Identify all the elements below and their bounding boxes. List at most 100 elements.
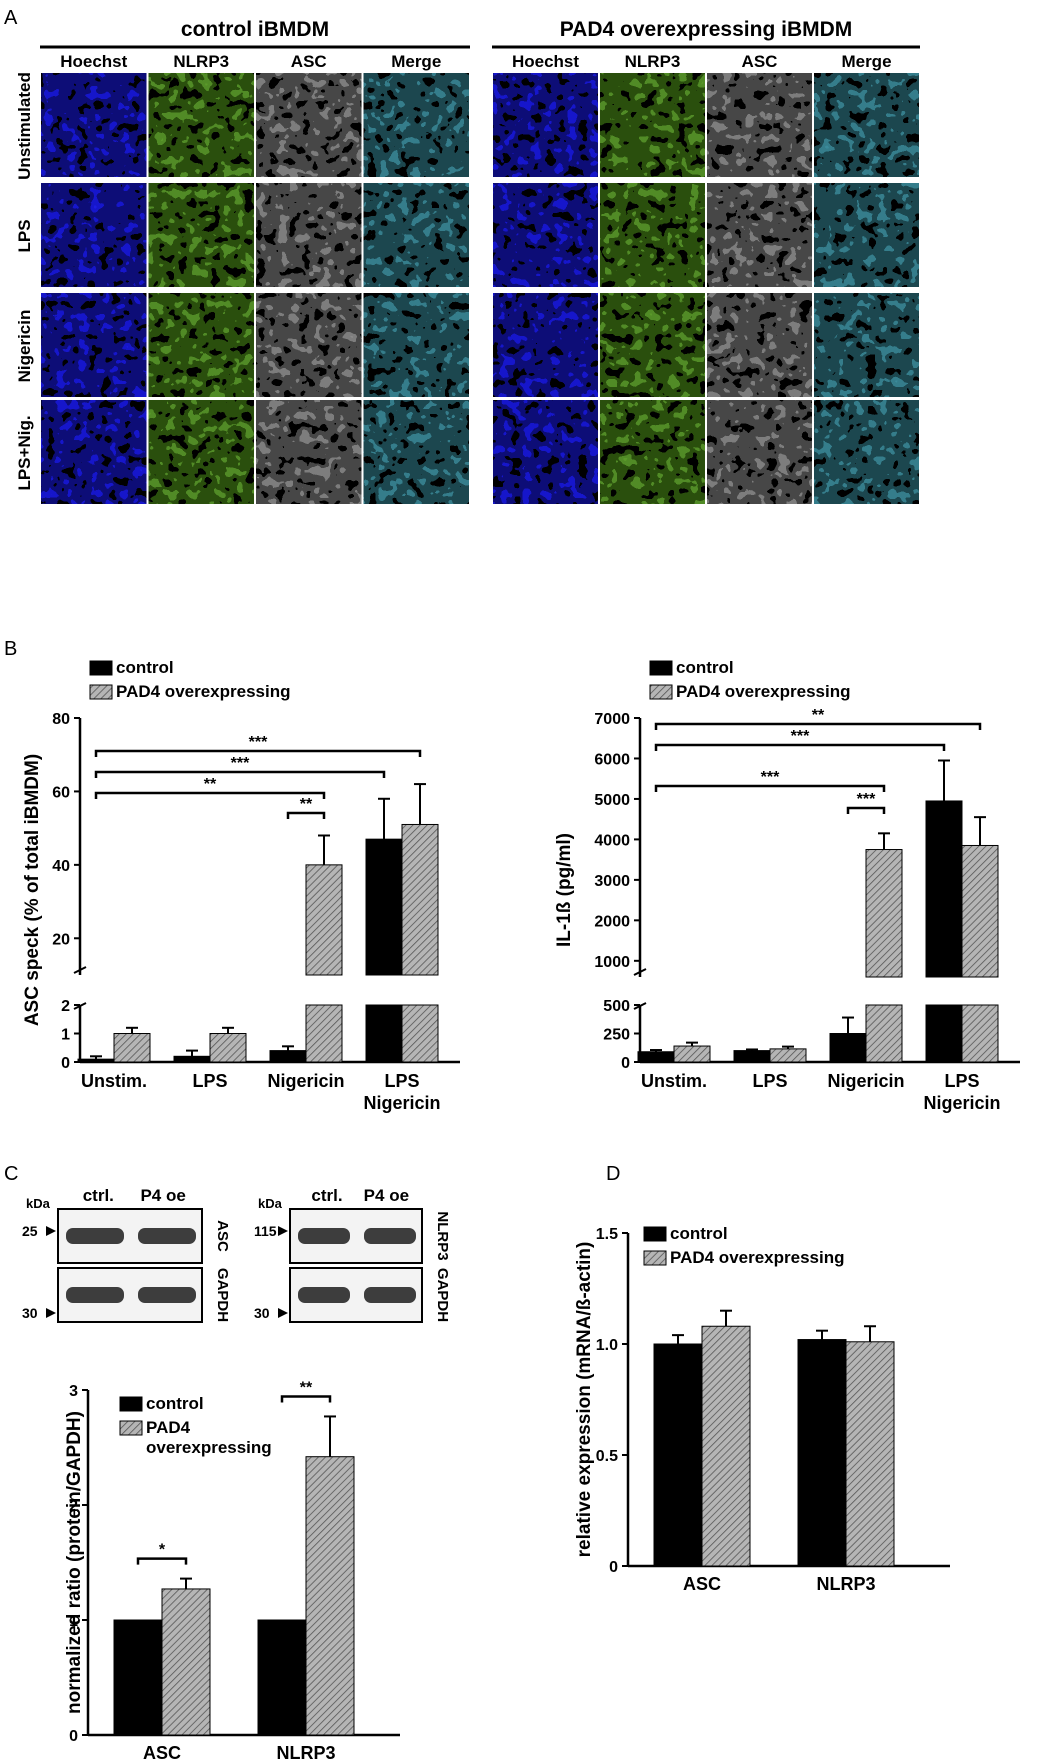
legend-label: PAD4 (146, 1418, 191, 1437)
bar-break-gap (865, 978, 903, 1004)
category-label: Unstim. (641, 1071, 707, 1091)
significance-label: *** (761, 769, 780, 786)
blot-band (364, 1228, 416, 1244)
row-label: LPS (15, 219, 34, 252)
significance-bracket (286, 811, 326, 819)
significance-bracket (94, 791, 326, 799)
marker-label: 30 (22, 1305, 38, 1321)
legend-swatch (649, 660, 673, 676)
micrograph-tile (814, 293, 919, 397)
legend-label: overexpressing (146, 1438, 272, 1457)
category-label: LPS (384, 1071, 419, 1091)
significance-bracket (136, 1557, 188, 1565)
blot-band (138, 1287, 196, 1303)
micrograph-tile (363, 293, 469, 397)
bar-PAD4 overexpressing (401, 1004, 439, 1063)
y-axis-label: normalized ratio (protein/GAPDH) (64, 1411, 85, 1714)
row-label: Unstimulated (15, 72, 34, 180)
column-label: ASC (742, 52, 778, 71)
chart-B-right: control PAD4 overexpressing 1000 2000 3000 40… (554, 658, 1020, 1113)
column-label: Merge (841, 52, 891, 71)
western-blots: kDa ctrl. P4 oe ASC GAPDH 25 30 kDa ctrl. P4 oe NL… (22, 1186, 451, 1323)
blot-band (66, 1228, 124, 1244)
group-0: control iBMDM Hoechst NLRP3 ASC Merge (40, 18, 470, 504)
category-label: NLRP3 (276, 1743, 335, 1759)
significance-bracket (654, 743, 946, 751)
y-tick-label: 1.5 (596, 1226, 618, 1243)
significance-bracket (654, 722, 982, 730)
significance-bracket (94, 749, 422, 757)
panel-b-letter: B (4, 638, 17, 660)
category-label: ASC (143, 1743, 181, 1759)
legend-label: control (146, 1394, 204, 1413)
significance-bracket (654, 784, 886, 792)
category-label: ASC (683, 1574, 721, 1594)
micrograph-tile (814, 400, 919, 504)
legend-swatch (119, 1396, 143, 1412)
micrograph-tile (600, 73, 705, 177)
group-title: PAD4 overexpressing iBMDM (560, 18, 853, 41)
bar-PAD4 overexpressing (161, 1588, 211, 1736)
micrograph-tile (493, 293, 598, 397)
micrograph-tile (493, 400, 598, 504)
bar-control (925, 800, 963, 978)
significance-label: *** (249, 734, 268, 751)
micrograph-tile (707, 73, 812, 177)
bar-control (77, 1058, 115, 1063)
significance-label: * (159, 1542, 166, 1559)
micrograph-tile (256, 183, 362, 287)
bar-break-gap (961, 978, 999, 1004)
bar-PAD4 overexpressing (961, 1004, 999, 1063)
bar-PAD4 overexpressing (401, 823, 439, 976)
y-axis-label: relative expression (mRNA/ß-actin) (574, 1242, 595, 1558)
legend-swatch (119, 1420, 143, 1436)
marker-label: 30 (254, 1305, 270, 1321)
marker-label: 25 (22, 1223, 38, 1239)
legend-swatch (643, 1250, 667, 1266)
blot-band (138, 1228, 196, 1244)
significance-label: ** (204, 776, 217, 793)
lane-label: P4 oe (140, 1186, 185, 1205)
blot-band (66, 1287, 124, 1303)
micrograph-tile (148, 293, 254, 397)
y-tick-label: 0 (69, 1728, 78, 1745)
micrograph-tile (493, 183, 598, 287)
y-tick-label: 1.0 (596, 1337, 618, 1354)
micrograph-tile (148, 183, 254, 287)
row-label: Nigericin (15, 310, 34, 383)
category-label: LPS (944, 1071, 979, 1091)
bar-control (829, 1033, 867, 1063)
micrograph-tile (41, 293, 147, 397)
bar-control (257, 1619, 307, 1736)
marker-arrow (278, 1226, 288, 1236)
bar-break-gap (305, 976, 343, 1004)
chart-B-left: control PAD4 overexpressing 20 40 60 80 0 1 2 ASC… (22, 658, 460, 1113)
legend-label: PAD4 overexpressing (116, 682, 290, 701)
blot-band (298, 1287, 350, 1303)
legend-label: control (670, 1224, 728, 1243)
significance-label: ** (812, 707, 825, 724)
bar-control (637, 1051, 675, 1063)
micrograph-tile (256, 400, 362, 504)
bar-PAD4 overexpressing (845, 1341, 895, 1567)
bar-control (173, 1055, 211, 1063)
significance-bracket (846, 806, 886, 814)
category-label: Nigericin (267, 1071, 344, 1091)
column-label: NLRP3 (625, 52, 681, 71)
kda-label: kDa (258, 1196, 283, 1211)
legend-label: PAD4 overexpressing (676, 682, 850, 701)
micrograph-tile (148, 400, 254, 504)
category-label: LPS (752, 1071, 787, 1091)
y-tick-label: 6000 (594, 751, 630, 768)
blot-band (298, 1228, 350, 1244)
legend-swatch (89, 684, 113, 700)
bar-break-gap (401, 976, 439, 1004)
micrograph-tile (363, 73, 469, 177)
column-label: Merge (391, 52, 441, 71)
marker-label: 115 (254, 1223, 277, 1239)
chart-C: 0 1 2 3 normalized ratio (protein/GAPDH) ASC *… (64, 1379, 400, 1759)
